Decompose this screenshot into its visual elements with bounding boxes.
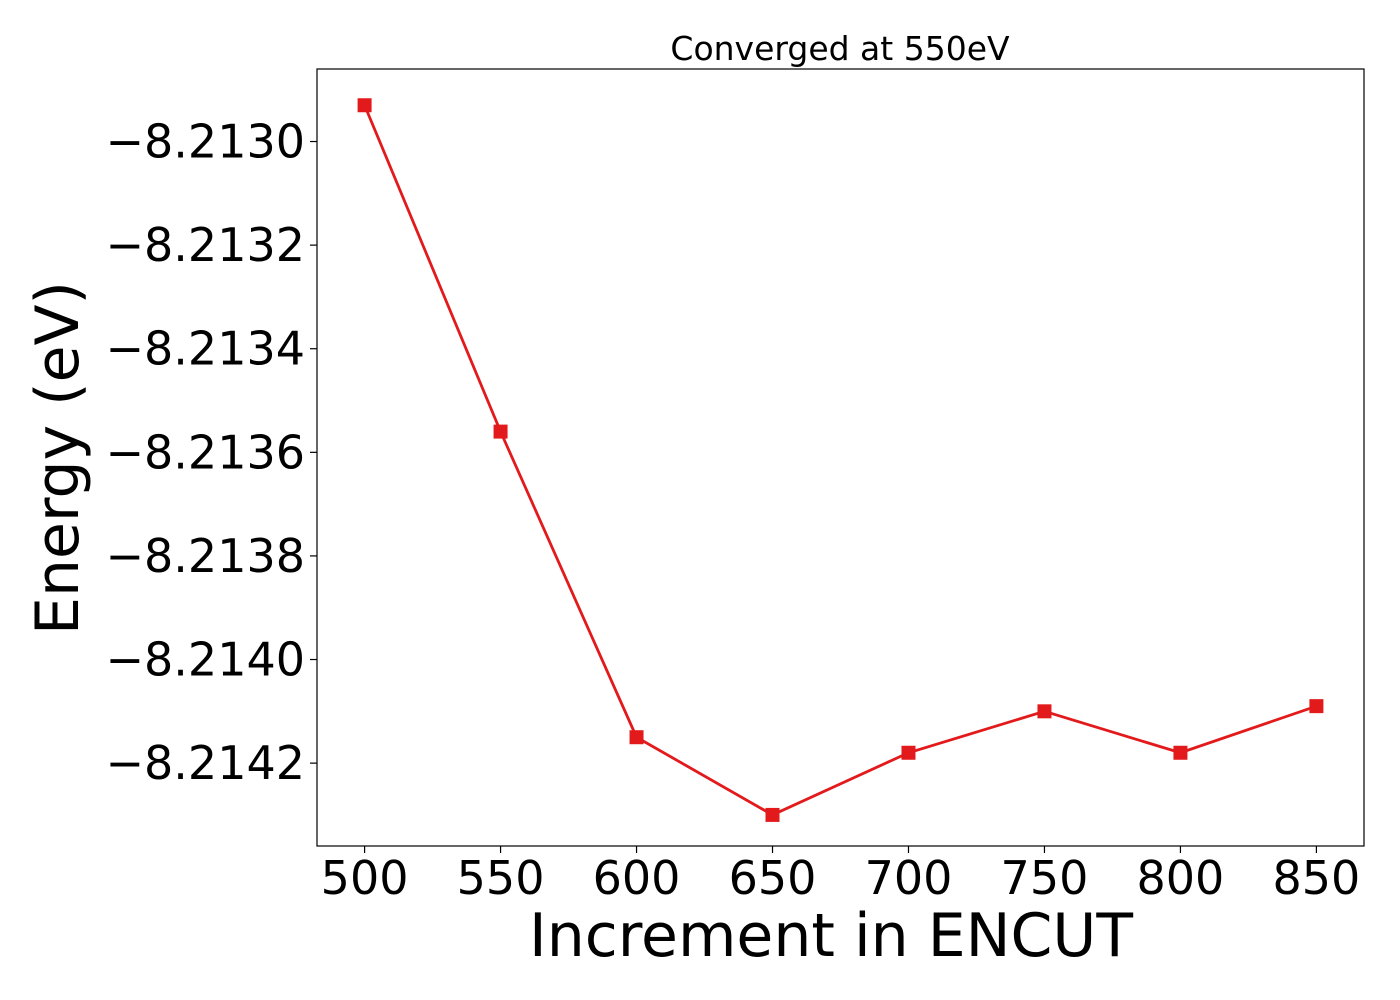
data-point-marker bbox=[765, 807, 780, 822]
y-tick-label: −8.2142 bbox=[106, 736, 306, 790]
x-tick-label: 550 bbox=[457, 851, 545, 905]
data-point-marker bbox=[1037, 704, 1052, 719]
data-point-marker bbox=[357, 98, 372, 113]
data-point-marker bbox=[629, 730, 644, 745]
x-tick-label: 500 bbox=[321, 851, 409, 905]
y-axis: −8.2130 −8.2132 −8.2134 −8.2136 −8.2138 −8.21… bbox=[106, 115, 317, 790]
data-point-marker bbox=[1173, 745, 1188, 760]
y-tick-label: −8.2132 bbox=[106, 218, 306, 272]
x-tick-label: 700 bbox=[865, 851, 953, 905]
y-tick-label: −8.2138 bbox=[106, 529, 306, 583]
series-line bbox=[363, 104, 1317, 817]
y-tick-label: −8.2134 bbox=[106, 322, 306, 376]
chart-title: Converged at 550eV bbox=[670, 29, 1010, 68]
x-tick-label: 800 bbox=[1137, 851, 1225, 905]
series-group bbox=[357, 98, 1324, 822]
data-point-marker bbox=[1309, 699, 1324, 714]
plot-area-frame bbox=[316, 68, 1365, 847]
y-axis-label: Energy (eV) bbox=[23, 281, 93, 635]
data-point-marker bbox=[901, 745, 916, 760]
y-tick-label: −8.2140 bbox=[106, 633, 306, 687]
y-tick-label: −8.2130 bbox=[106, 115, 306, 169]
x-axis: 500 550 600 650 700 750 800 850 bbox=[321, 846, 1361, 905]
x-tick-label: 750 bbox=[1001, 851, 1089, 905]
data-point-marker bbox=[493, 424, 508, 439]
x-tick-label: 600 bbox=[593, 851, 681, 905]
x-tick-label: 850 bbox=[1273, 851, 1361, 905]
y-tick-label: −8.2136 bbox=[106, 425, 306, 479]
x-axis-label: Increment in ENCUT bbox=[529, 901, 1133, 971]
x-tick-label: 650 bbox=[729, 851, 817, 905]
